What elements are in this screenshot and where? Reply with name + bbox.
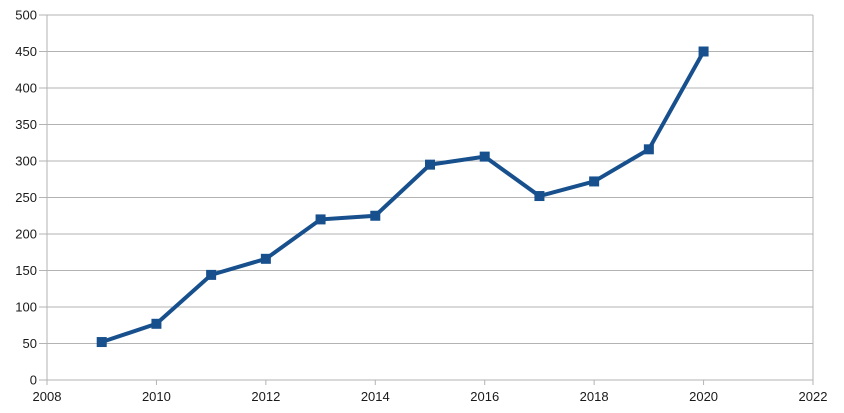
data-point-marker (643, 144, 654, 155)
data-point-marker (698, 46, 709, 57)
x-axis-label: 2020 (689, 389, 718, 404)
x-axis-label: 2012 (251, 389, 280, 404)
x-axis-label: 2014 (361, 389, 390, 404)
x-axis-label: 2018 (580, 389, 609, 404)
data-point-marker (206, 269, 217, 280)
y-axis-label: 0 (30, 373, 37, 388)
data-point-marker (315, 214, 326, 225)
y-axis-label: 100 (15, 300, 37, 315)
series-line (101, 50, 706, 344)
data-point-marker (589, 176, 600, 187)
data-point-marker (151, 318, 162, 329)
data-point-marker (425, 159, 435, 170)
data-point-marker (260, 253, 271, 264)
x-axis-label: 2008 (33, 389, 62, 404)
y-axis-label: 500 (15, 8, 37, 23)
y-axis-label: 150 (15, 263, 37, 278)
y-axis-label: 300 (15, 154, 37, 169)
y-axis-label: 350 (15, 117, 37, 132)
data-point-marker (96, 337, 107, 348)
y-axis-label: 50 (23, 336, 37, 351)
x-axis-label: 2016 (470, 389, 499, 404)
data-point-marker (370, 210, 381, 221)
y-axis-label: 450 (15, 44, 37, 59)
y-axis-label: 200 (15, 227, 37, 242)
y-axis-label: 400 (15, 81, 37, 96)
x-axis-label: 2022 (799, 389, 828, 404)
y-axis-label: 250 (15, 190, 37, 205)
data-point-marker (534, 191, 545, 202)
data-point-marker (479, 151, 490, 162)
x-axis-label: 2010 (142, 389, 171, 404)
